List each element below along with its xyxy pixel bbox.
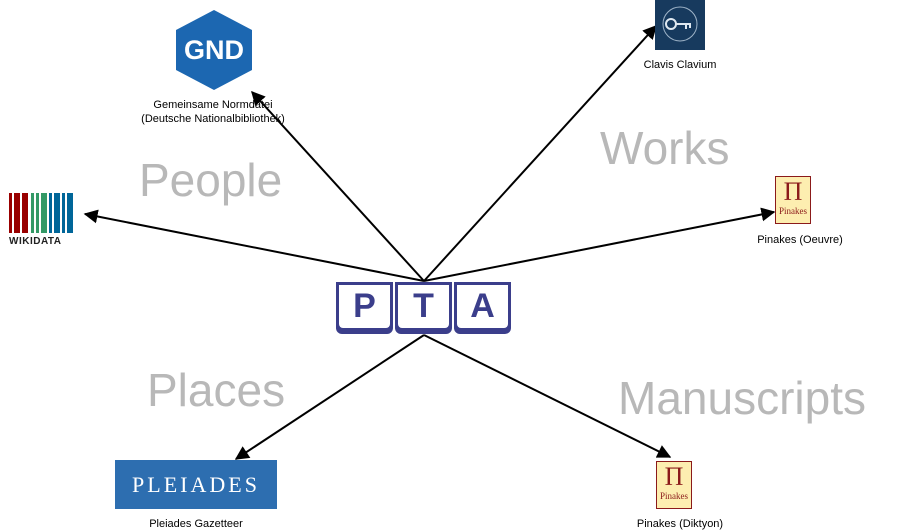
gnd-label: Gemeinsame Normdatei (Deutsche Nationalb…: [133, 98, 293, 126]
wikidata-logo-text: WIKIDATA: [9, 236, 62, 247]
arrow-to-wikidata: [83, 209, 425, 282]
arrow-to-clavis: [423, 24, 657, 282]
gnd-label-line2: (Deutsche Nationalbibliothek): [141, 113, 285, 125]
gnd-label-line1: Gemeinsame Normdatei: [153, 99, 273, 111]
arrow-to-gnd: [251, 90, 425, 282]
arrow-to-pleiades: [234, 334, 425, 460]
category-manuscripts: Manuscripts: [618, 372, 866, 424]
gnd-logo-text: GND: [184, 34, 244, 65]
category-works: Works: [600, 122, 730, 174]
pinakes-oeuvre-pi-icon: Π: [783, 177, 803, 206]
category-places: Places: [147, 364, 286, 416]
pta-tile-a: A: [454, 282, 511, 334]
pta-letter-p: P: [339, 285, 390, 328]
pleiades-logo: PLEIADES: [115, 460, 277, 509]
pinakes-oeuvre-logo-text: Pinakes: [779, 206, 807, 216]
gnd-logo: GND: [174, 9, 254, 91]
category-people: People: [139, 154, 283, 206]
pleiades-label: Pleiades Gazetteer: [149, 518, 243, 530]
clavis-logo: [655, 0, 705, 50]
wikidata-logo: [9, 193, 77, 235]
pta-letter-a: A: [457, 285, 508, 328]
pinakes-diktyon-label: Pinakes (Diktyon): [636, 518, 724, 530]
pinakes-diktyon-logo-text: Pinakes: [660, 491, 688, 501]
pta-tile-p: P: [336, 282, 393, 334]
clavis-label: Clavis Clavium: [643, 59, 717, 71]
pinakes-diktyon-pi-icon: Π: [664, 462, 684, 491]
pinakes-oeuvre-label: Pinakes (Oeuvre): [757, 234, 843, 246]
pinakes-diktyon-logo: Π Pinakes: [656, 461, 692, 509]
arrow-to-pinakes-oeuvre: [423, 207, 776, 282]
arrow-to-pinakes-diktyon: [423, 334, 672, 458]
pta-tile-t: T: [395, 282, 452, 334]
pta-letter-t: T: [398, 285, 449, 328]
pinakes-oeuvre-logo: Π Pinakes: [775, 176, 811, 224]
wikidata-barcode-icon: [9, 193, 73, 233]
gnd-hexagon-icon: [176, 10, 252, 90]
key-icon: [662, 6, 698, 42]
